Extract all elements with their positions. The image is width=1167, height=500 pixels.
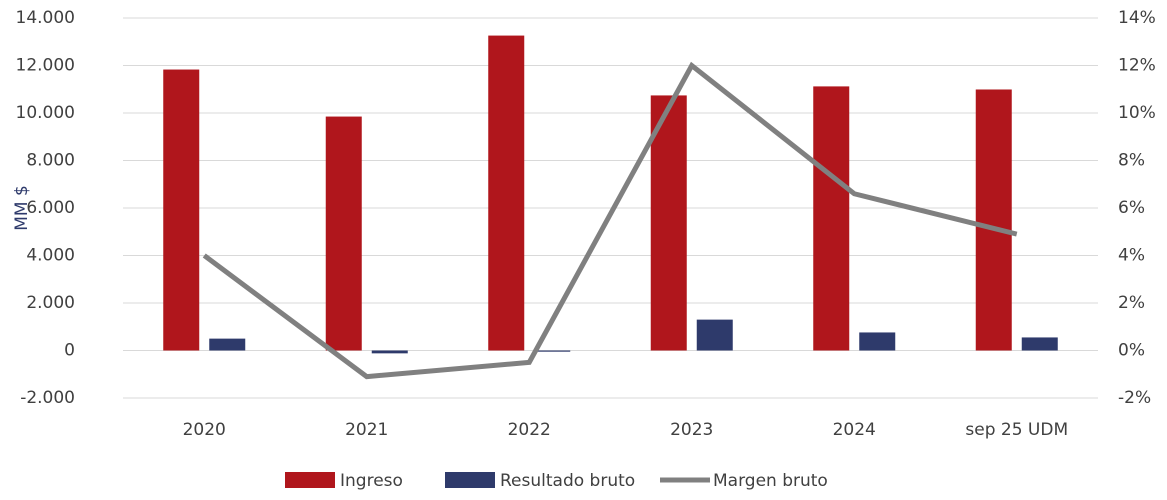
line [202, 61, 1018, 380]
bar [859, 332, 896, 351]
legend-label: Margen bruto [713, 471, 828, 491]
y-tick-label: 10.000 [16, 103, 75, 123]
legend-swatch [445, 472, 495, 488]
legend-label: Ingreso [340, 471, 403, 491]
y2-tick-label: 8% [1118, 151, 1145, 171]
y-tick-label: 12.000 [16, 56, 75, 76]
bar [371, 350, 408, 354]
x-tick-label: sep 25 UDM [965, 420, 1068, 440]
y-tick-label: 14.000 [16, 8, 75, 28]
y2-tick-label: -2% [1118, 388, 1151, 408]
x-tick-label: 2020 [183, 420, 226, 440]
legend-label: Resultado bruto [500, 471, 635, 491]
bar [163, 69, 200, 351]
bar [975, 89, 1012, 351]
x-tick-label: 2022 [508, 420, 551, 440]
bar [325, 116, 362, 351]
bar [209, 338, 246, 351]
x-tick-label: 2024 [833, 420, 876, 440]
y-axis-label: MM $ [12, 185, 32, 231]
y2-tick-label: 12% [1118, 56, 1156, 76]
y2-tick-label: 10% [1118, 103, 1156, 123]
y-tick-label: 6.000 [26, 198, 75, 218]
y2-tick-label: 6% [1118, 198, 1145, 218]
bar [813, 86, 850, 351]
y2-tick-label: 0% [1118, 341, 1145, 361]
bar [534, 350, 571, 352]
x-tick-label: 2021 [345, 420, 388, 440]
y-tick-label: -2.000 [20, 388, 75, 408]
bar [1021, 337, 1058, 351]
y2-tick-label: 4% [1118, 246, 1145, 266]
y-tick-label: 2.000 [26, 293, 75, 313]
bar [488, 35, 525, 351]
y-tick-label: 8.000 [26, 151, 75, 171]
y-tick-label: 0 [64, 341, 75, 361]
y-tick-label: 4.000 [26, 246, 75, 266]
y2-tick-label: 14% [1118, 8, 1156, 28]
y2-tick-label: 2% [1118, 293, 1145, 313]
x-tick-label: 2023 [670, 420, 713, 440]
bar [696, 319, 733, 351]
bar [650, 95, 687, 351]
legend-swatch [285, 472, 335, 488]
